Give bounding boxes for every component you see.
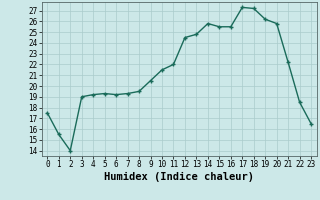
X-axis label: Humidex (Indice chaleur): Humidex (Indice chaleur) xyxy=(104,172,254,182)
